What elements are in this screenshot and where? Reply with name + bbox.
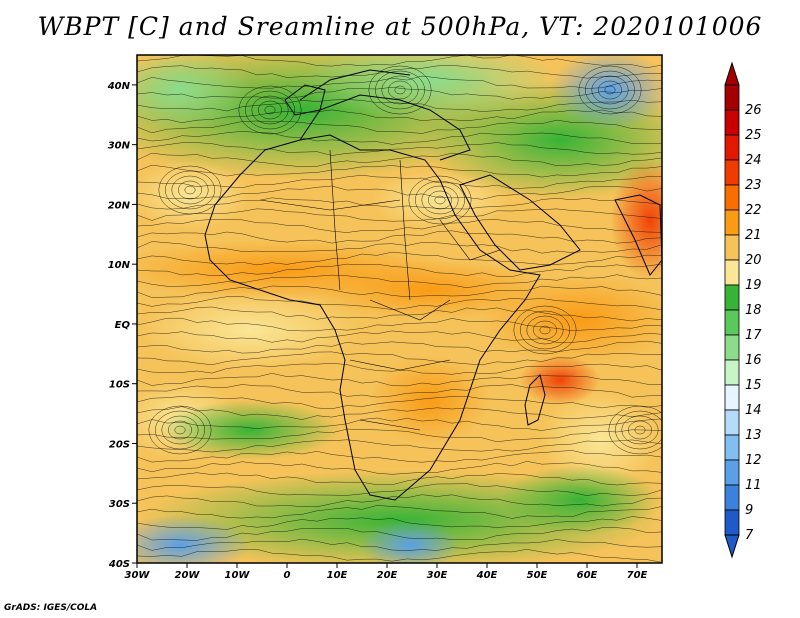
lat-tick-label: 40N: [107, 81, 131, 92]
colorbar-label: 24: [745, 153, 762, 168]
colorbar-top-arrow: [724, 61, 740, 86]
lat-tick-label: 30N: [108, 141, 131, 152]
latitude-axis: 40N 30N 20N 10N EQ 10S 20S 30S 40S: [107, 81, 137, 570]
colorbar: 26 25 24 23 22 21 20 19 18 17 16 15 14 13 12 11 9 7: [724, 61, 762, 559]
colorbar-segment: [724, 234, 740, 261]
lon-tick-label: 60E: [577, 570, 598, 581]
colorbar-segment: [724, 509, 740, 536]
colorbar-label: 9: [745, 503, 753, 518]
colorbar-label: 16: [745, 353, 762, 368]
colorbar-segment: [724, 484, 740, 511]
wbpt-field: [137, 55, 662, 563]
lat-tick-label: EQ: [115, 320, 131, 331]
colorbar-label: 7: [745, 528, 754, 543]
colorbar-label: 15: [745, 378, 762, 393]
lat-tick-label: 10S: [109, 380, 130, 391]
colorbar-segment: [724, 259, 740, 286]
longitude-axis: 30W 20W 10W 0 10E 20E 30E 40E 50E 60E 70E: [125, 563, 648, 581]
lon-tick-label: 40E: [476, 570, 498, 581]
colorbar-segment: [724, 209, 740, 236]
map-frame: [136, 54, 663, 564]
colorbar-label: 25: [745, 128, 762, 143]
colorbar-segment: [724, 109, 740, 136]
country-borders: [259, 149, 501, 431]
colorbar-segment: [724, 409, 740, 436]
colorbar-segment: [724, 384, 740, 411]
colorbar-segment: [724, 309, 740, 336]
lat-tick-label: 30S: [109, 499, 130, 510]
colorbar-segment: [724, 434, 740, 461]
lon-tick-label: 50E: [527, 570, 548, 581]
colorbar-segment: [724, 359, 740, 386]
colorbar-segment: [724, 84, 740, 111]
colorbar-label: 14: [745, 403, 762, 418]
lon-tick-label: 10E: [327, 570, 348, 581]
lat-tick-label: 40S: [108, 559, 130, 570]
colorbar-segment: [724, 184, 740, 211]
colorbar-segment: [724, 284, 740, 311]
credit-label: GrADS: IGES/COLA: [4, 603, 98, 613]
lon-tick-label: 0: [284, 570, 291, 581]
colorbar-label: 17: [745, 328, 762, 343]
colorbar-label: 22: [745, 203, 762, 218]
lon-tick-label: 70E: [627, 570, 648, 581]
colorbar-label: 12: [745, 453, 762, 468]
lon-tick-label: 10W: [225, 570, 251, 581]
coastlines: [204, 69, 662, 501]
colorbar-label: 20: [745, 253, 762, 268]
chart-title: WBPT [C] and Sreamline at 500hPa, VT: 20…: [37, 12, 763, 41]
colorbar-label: 18: [745, 303, 762, 318]
colorbar-label: 26: [745, 103, 762, 118]
colorbar-label: 21: [745, 228, 762, 243]
colorbar-label: 11: [745, 478, 762, 493]
colorbar-segment: [724, 334, 740, 361]
colorbar-segment: [724, 159, 740, 186]
colorbar-segment: [724, 459, 740, 486]
colorbar-bottom-arrow: [724, 534, 740, 559]
lon-tick-label: 30W: [125, 570, 151, 581]
colorbar-segment: [724, 134, 740, 161]
lat-tick-label: 10N: [108, 260, 131, 271]
lat-tick-label: 20S: [109, 439, 130, 450]
colorbar-label: 19: [745, 278, 762, 293]
streamlines: [137, 55, 662, 563]
lon-tick-label: 20W: [175, 570, 201, 581]
lat-tick-label: 20N: [108, 200, 131, 211]
colorbar-label: 23: [745, 178, 762, 193]
lon-tick-label: 20E: [377, 570, 398, 581]
lon-tick-label: 30E: [427, 570, 448, 581]
colorbar-label: 13: [745, 428, 762, 443]
